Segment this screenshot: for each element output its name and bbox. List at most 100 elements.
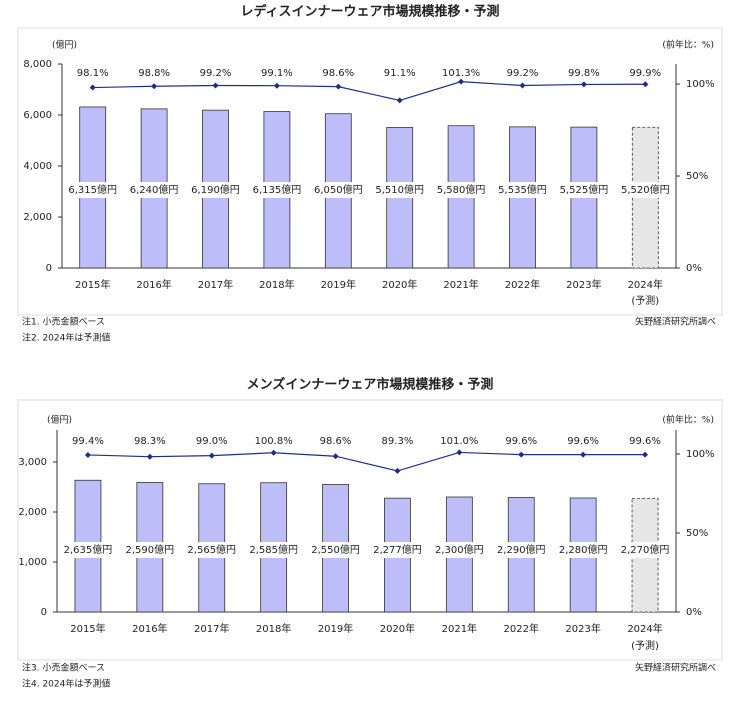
y-tick-label: 1,000 <box>18 557 47 568</box>
source: 矢野経済研究所調べ <box>635 316 716 328</box>
x-tick-label: 2019年 <box>318 622 353 635</box>
y-tick-label: 2,000 <box>18 507 47 518</box>
y-tick-label: 2,000 <box>23 212 52 223</box>
value-label: 2,277億円 <box>373 543 422 556</box>
x-tick-label: 2023年 <box>565 622 600 635</box>
x-tick-note: (予測) <box>631 639 659 652</box>
y2-tick-label: 50% <box>686 171 708 182</box>
x-tick-label: 2023年 <box>566 278 601 291</box>
x-tick-label: 2017年 <box>198 278 233 291</box>
x-tick-label: 2024年 <box>627 622 662 635</box>
value-label-bg <box>615 542 676 558</box>
value-label: 99.8% <box>568 68 600 79</box>
x-tick-note: (予測) <box>631 294 659 307</box>
y2-tick-label: 50% <box>686 528 708 539</box>
value-label-bg <box>553 182 614 198</box>
value-label: 98.1% <box>77 68 109 79</box>
value-label: 98.6% <box>320 436 352 447</box>
chart-title: レディスインナーウェア市場規模推移・予測 <box>240 4 499 20</box>
value-label: 2,635億円 <box>64 543 113 556</box>
value-label: 99.2% <box>507 68 539 79</box>
note: 注3. 小売金額ベース <box>22 662 105 674</box>
y-tick-label: 8,000 <box>23 59 52 70</box>
value-label-bg <box>553 542 614 558</box>
value-label-bg <box>62 182 123 198</box>
value-label-bg <box>491 542 552 558</box>
line-marker <box>396 97 403 104</box>
x-tick-label: 2019年 <box>321 278 356 291</box>
line-marker <box>518 451 525 458</box>
value-label-bg <box>431 182 492 198</box>
value-label-bg <box>429 542 490 558</box>
value-label: 5,580億円 <box>437 183 486 196</box>
value-label: 5,510億円 <box>375 183 424 196</box>
line-marker <box>519 82 526 89</box>
value-label: 98.8% <box>138 68 170 79</box>
value-label: 2,585億円 <box>249 543 298 556</box>
value-label-bg <box>308 182 369 198</box>
x-tick-label: 2020年 <box>382 278 417 291</box>
line-marker <box>642 81 649 88</box>
line-marker <box>273 82 280 89</box>
value-label-bg <box>243 542 304 558</box>
value-label: 2,300億円 <box>435 543 484 556</box>
x-tick-label: 2020年 <box>380 622 415 635</box>
x-tick-label: 2016年 <box>132 622 167 635</box>
value-label: 2,290億円 <box>497 543 546 556</box>
line-marker <box>642 451 649 458</box>
x-tick-label: 2021年 <box>443 278 478 291</box>
value-label: 100.8% <box>255 436 293 447</box>
x-tick-label: 2015年 <box>75 278 110 291</box>
line-marker <box>84 451 91 458</box>
value-label: 99.6% <box>629 436 661 447</box>
value-label: 99.6% <box>567 436 599 447</box>
value-label-bg <box>246 182 307 198</box>
line-marker <box>458 78 465 85</box>
line-marker <box>270 449 277 456</box>
x-tick-label: 2016年 <box>136 278 171 291</box>
y-tick-label: 6,000 <box>23 110 52 121</box>
y-tick-label: 0 <box>41 607 47 618</box>
value-label: 2,565億円 <box>187 543 236 556</box>
x-tick-label: 2022年 <box>505 278 540 291</box>
line-marker <box>212 82 219 89</box>
line-marker <box>151 83 158 90</box>
value-label: 99.2% <box>200 68 232 79</box>
value-label: 2,280億円 <box>559 543 608 556</box>
value-label: 6,315億円 <box>68 183 117 196</box>
y-tick-label: 4,000 <box>23 161 52 172</box>
y2-tick-label: 0% <box>686 263 702 274</box>
value-label-bg <box>615 182 676 198</box>
line-marker <box>580 81 587 88</box>
value-label: 2,590億円 <box>126 543 175 556</box>
value-label: 5,520億円 <box>621 183 670 196</box>
value-label: 99.6% <box>505 436 537 447</box>
x-tick-label: 2015年 <box>70 622 105 635</box>
value-label: 2,550億円 <box>311 543 360 556</box>
value-label: 99.9% <box>629 68 661 79</box>
value-label: 99.0% <box>196 436 228 447</box>
x-tick-label: 2018年 <box>259 278 294 291</box>
y-tick-label: 3,000 <box>18 457 47 468</box>
x-tick-label: 2022年 <box>504 622 539 635</box>
chart-frame <box>17 399 723 661</box>
x-tick-label: 2018年 <box>256 622 291 635</box>
value-label-bg <box>57 542 118 558</box>
value-label-bg <box>124 182 185 198</box>
value-label: 2,270億円 <box>621 543 670 556</box>
value-label-bg <box>369 182 430 198</box>
x-tick-label: 2017年 <box>194 622 229 635</box>
chart-frame <box>17 27 723 316</box>
y-axis-label: (億円) <box>52 39 77 51</box>
value-label-bg <box>305 542 366 558</box>
value-label: 6,135億円 <box>253 183 302 196</box>
value-label: 99.1% <box>261 68 293 79</box>
value-label: 99.4% <box>72 436 104 447</box>
note: 注4. 2024年は予測値 <box>22 678 110 690</box>
line-marker <box>456 449 463 456</box>
value-label: 6,190億円 <box>191 183 240 196</box>
line-marker <box>146 453 153 460</box>
line <box>87 451 646 472</box>
y2-axis-label: (前年比：%) <box>662 414 714 426</box>
line-marker <box>89 84 96 91</box>
